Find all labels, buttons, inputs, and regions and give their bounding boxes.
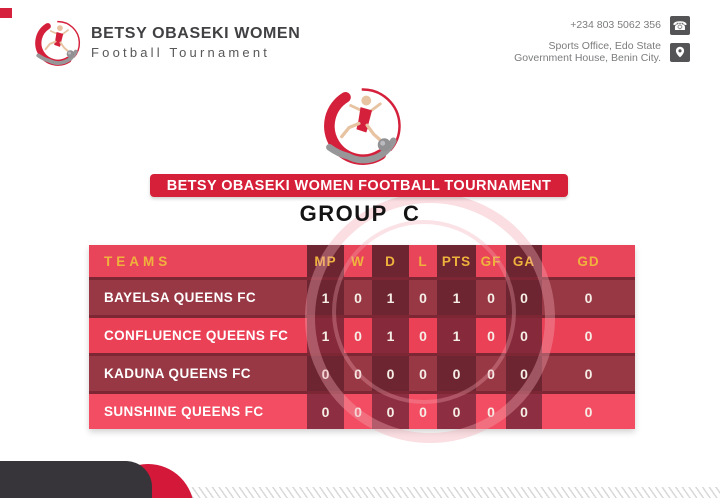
cell-d: 1 (372, 280, 409, 315)
brand-subtitle: Football Tournament (91, 44, 271, 60)
phone-icon: ☎ (670, 16, 690, 35)
cell-l: 0 (419, 403, 427, 420)
tournament-banner: BETSY OBASEKI WOMEN FOOTBALL TOURNAMENT (150, 174, 568, 197)
cell-d: 0 (372, 394, 409, 429)
standings-table: TEAMS MP W D L PTS GF GA GD BAYELSA QUEE… (89, 245, 635, 429)
phone-number: +234 803 5062 356 (570, 19, 661, 32)
column-header-mp: MP (307, 245, 344, 277)
table-row: KADUNA QUEENS FC 0 0 0 0 0 0 0 0 (89, 353, 635, 391)
cell-pts: 1 (437, 318, 476, 353)
cell-d: 0 (372, 356, 409, 391)
column-header-pts: PTS (437, 245, 476, 277)
cell-pts: 1 (437, 280, 476, 315)
cell-w: 0 (354, 289, 362, 306)
contact-address-row: Sports Office, Edo State Government Hous… (514, 40, 690, 64)
cell-ga: 0 (506, 280, 542, 315)
team-name: KADUNA QUEENS FC (104, 366, 251, 381)
corner-accent (0, 8, 12, 18)
cell-gd: 0 (584, 289, 593, 306)
contact-phone-row: +234 803 5062 356 ☎ (514, 16, 690, 35)
location-pin-icon (670, 42, 690, 62)
cell-l: 0 (419, 365, 427, 382)
team-name: CONFLUENCE QUEENS FC (104, 328, 289, 343)
table-row: CONFLUENCE QUEENS FC 1 0 1 0 1 0 0 0 (89, 315, 635, 353)
column-header-d: D (372, 245, 409, 277)
tournament-logo-icon (34, 19, 82, 67)
cell-gf: 0 (487, 327, 495, 344)
cell-gf: 0 (487, 289, 495, 306)
tournament-logo-large-icon (322, 85, 404, 167)
team-name: BAYELSA QUEENS FC (104, 290, 257, 305)
column-header-teams: TEAMS (104, 253, 172, 269)
team-name: SUNSHINE QUEENS FC (104, 404, 264, 419)
brand: BETSY OBASEKI WOMEN Football Tournament (34, 19, 300, 67)
cell-w: 0 (354, 365, 362, 382)
cell-gf: 0 (487, 365, 495, 382)
cell-gd: 0 (584, 403, 593, 420)
cell-w: 0 (354, 403, 362, 420)
address-line-1: Sports Office, Edo State (548, 40, 661, 52)
cell-ga: 0 (506, 356, 542, 391)
cell-pts: 0 (437, 394, 476, 429)
brand-text: BETSY OBASEKI WOMEN Football Tournament (91, 25, 301, 60)
hatch-stripe-decoration (152, 487, 720, 498)
cell-w: 0 (354, 327, 362, 344)
cell-mp: 0 (307, 356, 344, 391)
cell-ga: 0 (506, 318, 542, 353)
column-header-gf: GF (480, 253, 502, 269)
cell-d: 1 (372, 318, 409, 353)
charcoal-corner-decoration (0, 461, 152, 498)
column-header-ga: GA (506, 245, 542, 277)
column-header-l: L (418, 253, 428, 269)
column-header-w: W (351, 253, 365, 269)
address-line-2: Government House, Benin City. (514, 52, 661, 65)
cell-ga: 0 (506, 394, 542, 429)
table-row: SUNSHINE QUEENS FC 0 0 0 0 0 0 0 0 (89, 391, 635, 429)
cell-l: 0 (419, 289, 427, 306)
cell-pts: 0 (437, 356, 476, 391)
cell-mp: 1 (307, 280, 344, 315)
brand-title: BETSY OBASEKI WOMEN (91, 25, 301, 43)
cell-gf: 0 (487, 403, 495, 420)
cell-gd: 0 (584, 365, 593, 382)
group-title: GROUP C (299, 201, 421, 226)
cell-gd: 0 (584, 327, 593, 344)
table-row: BAYELSA QUEENS FC 1 0 1 0 1 0 0 0 (89, 277, 635, 315)
cell-mp: 1 (307, 318, 344, 353)
contact-block: +234 803 5062 356 ☎ Sports Office, Edo S… (514, 16, 690, 64)
table-header-row: TEAMS MP W D L PTS GF GA GD (89, 245, 635, 277)
column-header-gd: GD (577, 253, 600, 269)
cell-l: 0 (419, 327, 427, 344)
cell-mp: 0 (307, 394, 344, 429)
address-text: Sports Office, Edo State Government Hous… (514, 40, 661, 64)
